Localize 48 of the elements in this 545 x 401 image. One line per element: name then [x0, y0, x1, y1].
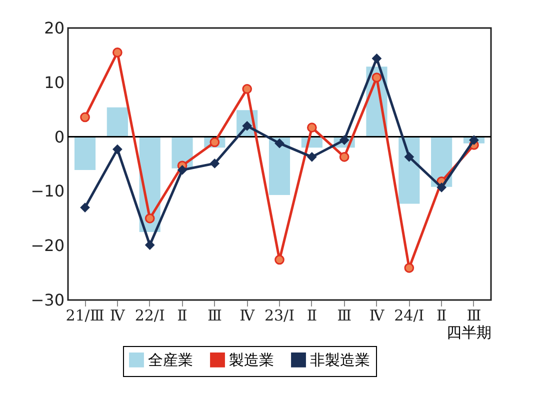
point	[307, 152, 317, 162]
y-tick-label: 20	[44, 18, 64, 38]
point	[469, 135, 479, 145]
y-tick-label: 0	[54, 127, 64, 146]
x-tick-label: Ⅳ	[369, 306, 386, 324]
x-tick-label: 21/Ⅲ	[66, 306, 104, 324]
point	[339, 152, 350, 162]
x-tick-label: Ⅳ	[110, 306, 126, 324]
x-tick-label: Ⅱ	[177, 306, 188, 324]
point	[144, 213, 155, 224]
point	[274, 254, 284, 265]
legend-label: 全産業	[148, 350, 193, 369]
x-tick-label: Ⅲ	[207, 306, 222, 324]
x-tick-label: Ⅱ	[436, 306, 447, 324]
y-tick-label: 10	[44, 72, 64, 92]
bar	[74, 136, 96, 170]
point	[112, 48, 122, 58]
point	[436, 182, 446, 192]
point	[210, 158, 220, 168]
y-tick-label: −10	[30, 182, 64, 201]
x-axis-title: 四半期	[446, 324, 492, 342]
legend-label: 製造業	[229, 350, 274, 369]
point	[80, 112, 90, 122]
point	[178, 165, 187, 175]
point	[372, 54, 382, 64]
y-tick-label: −30	[30, 290, 64, 310]
point	[210, 137, 220, 148]
point	[145, 240, 154, 250]
point	[242, 84, 252, 94]
point	[404, 262, 414, 273]
x-tick-label: Ⅳ	[240, 306, 256, 324]
x-tick-label: Ⅲ	[466, 306, 482, 324]
bar	[398, 136, 420, 204]
x-tick-label: Ⅱ	[306, 306, 318, 324]
legend-label: 非製造業	[310, 350, 370, 369]
point	[306, 122, 317, 132]
point	[404, 152, 414, 162]
point	[80, 202, 90, 212]
bar	[106, 107, 128, 137]
point	[372, 72, 382, 82]
x-tick-label: 24/Ⅰ	[394, 306, 424, 324]
point	[274, 138, 284, 148]
bar	[268, 136, 290, 196]
x-tick-label: Ⅲ	[337, 306, 352, 324]
x-tick-label: 23/Ⅰ	[264, 306, 295, 324]
y-tick-label: −20	[30, 236, 64, 256]
point	[112, 144, 122, 154]
x-tick-label: 22/Ⅰ	[134, 306, 165, 324]
